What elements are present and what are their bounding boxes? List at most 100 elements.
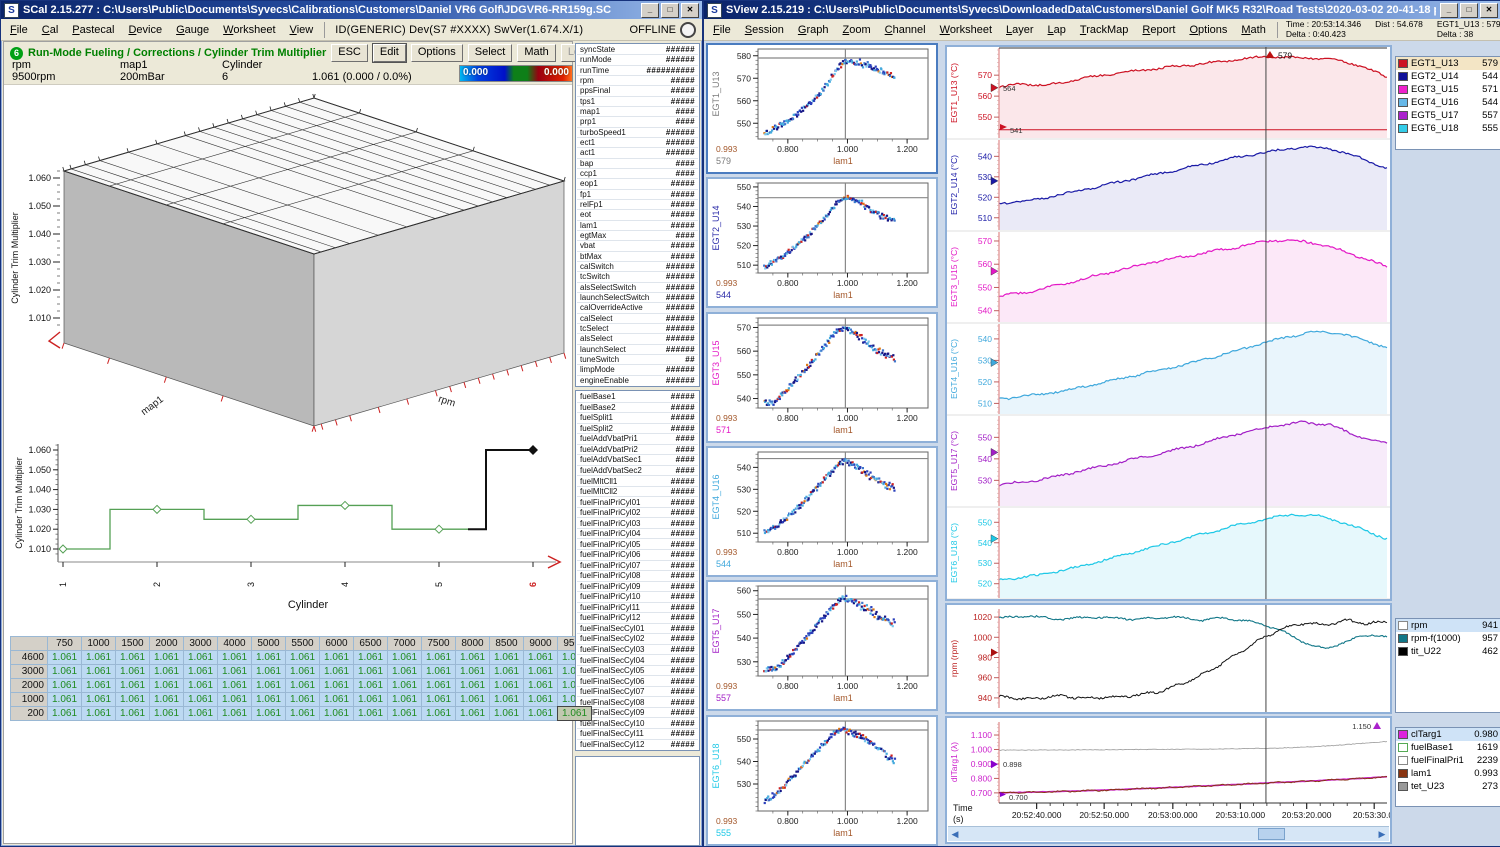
sview-menu-report[interactable]: Report xyxy=(1142,23,1176,36)
table-cell[interactable]: 1.061 xyxy=(388,651,421,664)
table-cell[interactable]: 1.061 xyxy=(48,665,81,678)
egt-legend-row-EGT4_U16[interactable]: EGT4_U16 544 xyxy=(1396,96,1500,109)
scatter-panel-EGT4_U16[interactable]: 510 520 530 540 0.800 1.000 1.200 EGT4_U16 0.993… xyxy=(706,445,938,577)
cylinder-trim-chart[interactable]: 1.010 1.020 1.030 1.040 1.050 1.060 Cylinder T… xyxy=(8,440,570,636)
scroll-left-icon[interactable]: ◀ xyxy=(951,828,959,839)
table-cell[interactable]: 1.061 xyxy=(252,707,285,720)
table-cell[interactable]: 1.061 xyxy=(422,651,455,664)
param-row-turboSpeed1[interactable]: turboSpeed1 ###### xyxy=(577,128,698,138)
table-cell[interactable]: 1.061 xyxy=(48,651,81,664)
egt-timeseries-panel[interactable]: 550 560 570 EGT1_U13 (°C) 564 541 510 520 530 540… xyxy=(945,45,1392,601)
scal-menu-device[interactable]: Device xyxy=(128,23,163,36)
table-cell[interactable]: 1.061 xyxy=(456,679,489,692)
table-cell[interactable]: 1.061 xyxy=(320,665,353,678)
param-row-fuelSplit1[interactable]: fuelSplit1 ##### xyxy=(577,413,698,424)
table-cell[interactable]: 1.061 xyxy=(252,665,285,678)
param-row-syncState[interactable]: syncState ###### xyxy=(577,45,698,56)
scrollbar-thumb[interactable] xyxy=(1258,828,1285,840)
param-row-fuelAddVbatSec2[interactable]: fuelAddVbatSec2 #### xyxy=(577,466,698,477)
table-cell[interactable]: 1.061 xyxy=(82,651,115,664)
table-cell[interactable]: 1.061 xyxy=(320,707,353,720)
table-cell[interactable]: 1.061 xyxy=(354,651,387,664)
param-row-lam1[interactable]: lam1 ##### xyxy=(577,221,698,231)
table-cell[interactable]: 1.061 xyxy=(286,679,319,692)
sview-menu-channel[interactable]: Channel xyxy=(884,23,926,36)
table-cell[interactable]: 1.061 xyxy=(252,679,285,692)
param-row-fuelFinalPriCyl11[interactable]: fuelFinalPriCyl11 ##### xyxy=(577,603,698,614)
param-row-fuelAddVbatPri1[interactable]: fuelAddVbatPri1 #### xyxy=(577,434,698,445)
table-cell[interactable]: 1.061 xyxy=(116,693,149,706)
param-row-tuneSwitch[interactable]: tuneSwitch ## xyxy=(577,355,698,366)
param-row-fuelFinalSecCyl05[interactable]: fuelFinalSecCyl05 ##### xyxy=(577,666,698,677)
table-cell[interactable]: 1.061 xyxy=(490,693,523,706)
param-row-relFp1[interactable]: relFp1 ##### xyxy=(577,200,698,211)
param-row-fuelFinalSecCyl11[interactable]: fuelFinalSecCyl11 ##### xyxy=(577,729,698,740)
param-row-eot[interactable]: eot ##### xyxy=(577,210,698,221)
time-scrollbar[interactable]: ◀ ▶ xyxy=(948,826,1389,841)
table-cell[interactable]: 1.061 xyxy=(422,679,455,692)
param-row-map1[interactable]: map1 #### xyxy=(577,107,698,118)
table-cell[interactable]: 1.061 xyxy=(184,707,217,720)
table-cell[interactable]: 1.061 xyxy=(218,707,251,720)
param-row-fuelFinalPriCyl02[interactable]: fuelFinalPriCyl02 ##### xyxy=(577,508,698,519)
rpm-legend-row-tit_U22[interactable]: tit_U22 462 xyxy=(1396,645,1500,658)
edit-button[interactable]: Edit xyxy=(371,43,407,63)
table-cell[interactable]: 1.061 xyxy=(524,679,557,692)
table-cell[interactable]: 1.061 xyxy=(524,651,557,664)
fuel-legend-row-fuelFinalPri1[interactable]: fuelFinalPri1 2239 xyxy=(1396,754,1500,767)
param-row-calOverrideActive[interactable]: calOverrideActive ###### xyxy=(577,303,698,314)
table-cell[interactable]: 1.061 xyxy=(286,651,319,664)
param-row-fuelMltCll2[interactable]: fuelMltCll2 ##### xyxy=(577,487,698,498)
scal-menu-cal[interactable]: Cal xyxy=(41,23,59,36)
param-row-fuelSplit2[interactable]: fuelSplit2 ##### xyxy=(577,424,698,435)
param-row-fuelFinalSecCyl04[interactable]: fuelFinalSecCyl04 ##### xyxy=(577,655,698,666)
scatter-panel-EGT1_U13[interactable]: 550 560 570 580 0.800 1.000 1.200 EGT1_U13 0.993… xyxy=(706,43,938,174)
table-cell[interactable]: 1.061 xyxy=(252,651,285,664)
param-row-prp1[interactable]: prp1 #### xyxy=(577,117,698,128)
param-row-alsSelectSwitch[interactable]: alsSelectSwitch ###### xyxy=(577,283,698,293)
table-cell[interactable]: 1.061 xyxy=(48,707,81,720)
param-row-fuelFinalPriCyl12[interactable]: fuelFinalPriCyl12 ##### xyxy=(577,613,698,624)
param-row-engineEnable[interactable]: engineEnable ###### xyxy=(577,376,698,385)
options-button[interactable]: Options xyxy=(410,44,463,62)
table-cell[interactable]: 1.061 xyxy=(116,707,149,720)
scal-menu-pastecal[interactable]: Pastecal xyxy=(72,23,115,36)
select-button[interactable]: Select xyxy=(467,44,513,62)
table-cell[interactable]: 1.061 xyxy=(150,707,183,720)
table-cell[interactable]: 1.061 xyxy=(557,706,592,721)
param-row-btMax[interactable]: btMax ##### xyxy=(577,252,698,262)
sview-minimize-button[interactable]: _ xyxy=(1440,2,1458,18)
sview-menu-layer[interactable]: Layer xyxy=(1006,23,1034,36)
scal-menu-view[interactable]: View xyxy=(289,23,314,36)
table-cell[interactable]: 1.061 xyxy=(524,693,557,706)
fuel-legend-row-fuelBase1[interactable]: fuelBase1 1619 xyxy=(1396,741,1500,754)
param-row-vbat[interactable]: vbat ##### xyxy=(577,241,698,252)
table-cell[interactable]: 1.061 xyxy=(354,665,387,678)
sview-menu-session[interactable]: Session xyxy=(744,23,784,36)
param-row-ect1[interactable]: ect1 ###### xyxy=(577,138,698,149)
table-cell[interactable]: 1.061 xyxy=(184,693,217,706)
sview-titlebar[interactable]: S SView 2.15.219 : C:\Users\Public\Docum… xyxy=(704,1,1500,19)
table-cell[interactable]: 1.061 xyxy=(354,693,387,706)
param-row-fuelFinalPriCyl05[interactable]: fuelFinalPriCyl05 ##### xyxy=(577,539,698,550)
table-cell[interactable]: 1.061 xyxy=(150,693,183,706)
table-cell[interactable]: 1.061 xyxy=(286,707,319,720)
scal-maximize-button[interactable]: □ xyxy=(661,2,679,18)
table-cell[interactable]: 1.061 xyxy=(82,679,115,692)
table-cell[interactable]: 1.061 xyxy=(116,651,149,664)
table-cell[interactable]: 1.061 xyxy=(490,679,523,692)
scatter-panel-EGT3_U15[interactable]: 540 550 560 570 0.800 1.000 1.200 EGT3_U15 0.993… xyxy=(706,311,938,443)
param-row-fuelMltCll1[interactable]: fuelMltCll1 ##### xyxy=(577,476,698,487)
param-row-fuelBase1[interactable]: fuelBase1 ##### xyxy=(577,392,698,403)
sview-menu-zoom[interactable]: Zoom xyxy=(842,23,871,36)
table-cell[interactable]: 1.061 xyxy=(490,665,523,678)
param-row-limpMode[interactable]: limpMode ###### xyxy=(577,365,698,376)
table-cell[interactable]: 1.061 xyxy=(116,679,149,692)
table-cell[interactable]: 1.061 xyxy=(422,693,455,706)
param-row-fuelFinalSecCyl03[interactable]: fuelFinalSecCyl03 ##### xyxy=(577,645,698,656)
param-row-fuelFinalSecCyl09[interactable]: fuelFinalSecCyl09 ##### xyxy=(577,708,698,719)
param-row-fuelFinalPriCyl10[interactable]: fuelFinalPriCyl10 ##### xyxy=(577,592,698,603)
dltarg-timeseries-panel[interactable]: 0.700 0.800 0.900 1.000 1.100 dlTarg1 (λ) 0.89… xyxy=(945,716,1392,844)
table-cell[interactable]: 1.061 xyxy=(184,665,217,678)
param-row-fuelBase2[interactable]: fuelBase2 ##### xyxy=(577,403,698,414)
